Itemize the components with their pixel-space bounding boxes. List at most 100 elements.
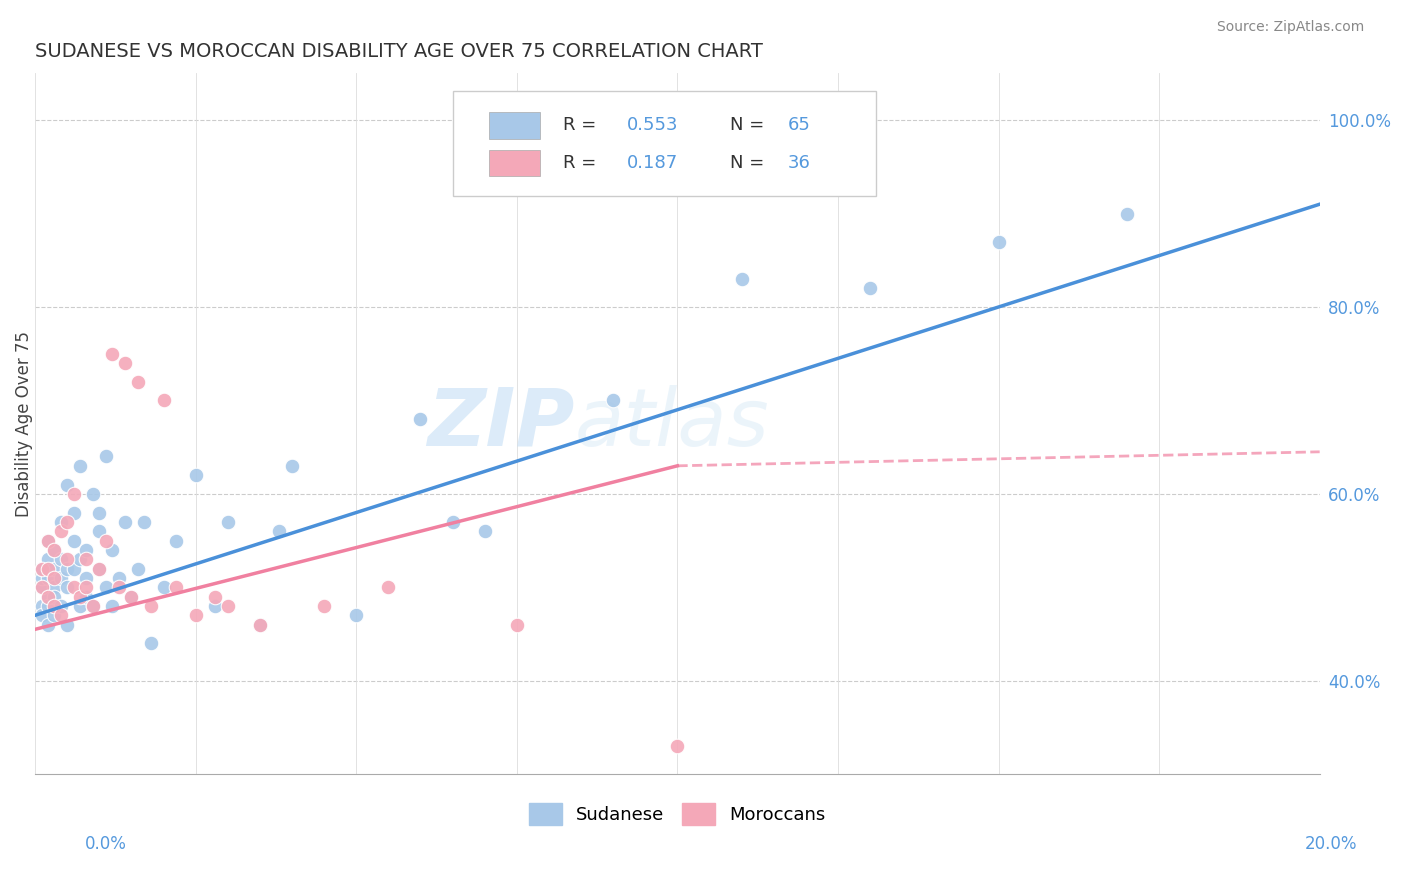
Point <box>987 235 1010 249</box>
Point <box>56 552 79 566</box>
Point <box>44 542 66 557</box>
FancyBboxPatch shape <box>453 91 876 196</box>
Point <box>76 580 98 594</box>
Point <box>62 506 84 520</box>
Point <box>56 561 79 575</box>
Point <box>82 599 104 613</box>
Text: Source: ZipAtlas.com: Source: ZipAtlas.com <box>1216 21 1364 34</box>
Point <box>602 393 624 408</box>
Point <box>165 533 187 548</box>
Point <box>49 524 72 539</box>
Y-axis label: Disability Age Over 75: Disability Age Over 75 <box>15 331 32 516</box>
Point <box>62 580 84 594</box>
Point <box>37 590 59 604</box>
Text: SUDANESE VS MOROCCAN DISABILITY AGE OVER 75 CORRELATION CHART: SUDANESE VS MOROCCAN DISABILITY AGE OVER… <box>35 42 763 61</box>
Point <box>44 580 66 594</box>
Point <box>44 599 66 613</box>
Point <box>37 552 59 566</box>
Point <box>204 590 226 604</box>
Point <box>49 608 72 623</box>
FancyBboxPatch shape <box>488 112 540 138</box>
Point <box>37 561 59 575</box>
Legend: Sudanese, Moroccans: Sudanese, Moroccans <box>529 803 825 825</box>
Point <box>89 561 111 575</box>
Point <box>730 272 752 286</box>
Point <box>82 599 104 613</box>
Point <box>31 571 53 585</box>
Point <box>31 561 53 575</box>
Point <box>44 561 66 575</box>
Text: ZIP: ZIP <box>427 384 575 463</box>
Text: R =: R = <box>562 154 607 172</box>
Point <box>31 599 53 613</box>
Point <box>441 515 464 529</box>
Point <box>44 590 66 604</box>
Point <box>94 533 117 548</box>
Point <box>474 524 496 539</box>
Point <box>49 571 72 585</box>
Point <box>49 515 72 529</box>
Point <box>69 590 91 604</box>
Point <box>37 617 59 632</box>
Point <box>31 561 53 575</box>
Point <box>120 590 142 604</box>
Point <box>107 571 129 585</box>
Point <box>409 412 432 426</box>
Point <box>269 524 291 539</box>
Point <box>127 561 149 575</box>
Point <box>377 580 399 594</box>
Point <box>120 590 142 604</box>
Point <box>31 608 53 623</box>
Point <box>152 393 174 408</box>
Text: 65: 65 <box>787 116 811 135</box>
Point <box>62 561 84 575</box>
Point <box>127 375 149 389</box>
Point <box>37 533 59 548</box>
Text: 0.0%: 0.0% <box>84 835 127 853</box>
Point <box>44 608 66 623</box>
Point <box>56 580 79 594</box>
Point <box>69 599 91 613</box>
Point <box>184 468 207 483</box>
Point <box>217 515 239 529</box>
Point <box>139 636 162 650</box>
Text: 20.0%: 20.0% <box>1305 835 1358 853</box>
Point <box>76 590 98 604</box>
Point <box>184 608 207 623</box>
Text: atlas: atlas <box>575 384 769 463</box>
Point <box>69 458 91 473</box>
Point <box>94 450 117 464</box>
Point <box>204 599 226 613</box>
Point <box>82 487 104 501</box>
Point <box>56 617 79 632</box>
Point <box>101 347 124 361</box>
Point <box>76 552 98 566</box>
Point <box>62 533 84 548</box>
Point <box>56 515 79 529</box>
Point <box>56 477 79 491</box>
Text: N =: N = <box>730 154 765 172</box>
Text: R =: R = <box>562 116 602 135</box>
FancyBboxPatch shape <box>488 150 540 177</box>
Point <box>249 617 271 632</box>
Point <box>31 580 53 594</box>
Point <box>217 599 239 613</box>
Point <box>89 561 111 575</box>
Point <box>314 599 336 613</box>
Point <box>281 458 304 473</box>
Point <box>101 542 124 557</box>
Point <box>139 599 162 613</box>
Point <box>31 580 53 594</box>
Point <box>94 580 117 594</box>
Point <box>76 571 98 585</box>
Point <box>114 515 136 529</box>
Point <box>69 552 91 566</box>
Text: 0.187: 0.187 <box>627 154 679 172</box>
Point <box>89 524 111 539</box>
Point <box>101 599 124 613</box>
Point <box>249 617 271 632</box>
Point <box>165 580 187 594</box>
Point <box>49 599 72 613</box>
Point <box>44 542 66 557</box>
Text: 0.553: 0.553 <box>627 116 679 135</box>
